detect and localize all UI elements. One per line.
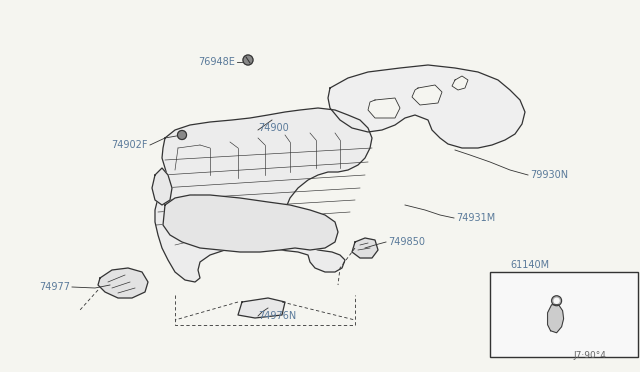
- Polygon shape: [548, 305, 564, 333]
- Text: 76948E: 76948E: [198, 57, 235, 67]
- Polygon shape: [352, 238, 378, 258]
- Polygon shape: [155, 108, 372, 282]
- Bar: [490, 272, 638, 357]
- Text: 74977: 74977: [39, 282, 70, 292]
- Polygon shape: [152, 168, 172, 205]
- Polygon shape: [412, 85, 442, 105]
- Circle shape: [554, 298, 559, 303]
- Text: 74902F: 74902F: [111, 140, 148, 150]
- Polygon shape: [163, 195, 338, 252]
- Polygon shape: [368, 98, 400, 118]
- Circle shape: [243, 55, 253, 65]
- Text: 61140M: 61140M: [510, 260, 549, 270]
- Text: 79930N: 79930N: [530, 170, 568, 180]
- Text: 749850: 749850: [388, 237, 425, 247]
- Polygon shape: [452, 76, 468, 90]
- Text: 74931M: 74931M: [456, 213, 495, 223]
- Circle shape: [177, 131, 186, 140]
- Polygon shape: [98, 268, 148, 298]
- Polygon shape: [238, 298, 285, 318]
- Text: 74976N: 74976N: [258, 311, 296, 321]
- Circle shape: [552, 296, 562, 306]
- Polygon shape: [328, 65, 525, 148]
- Text: J7·90°4: J7·90°4: [573, 350, 607, 359]
- Text: 74900: 74900: [258, 123, 289, 133]
